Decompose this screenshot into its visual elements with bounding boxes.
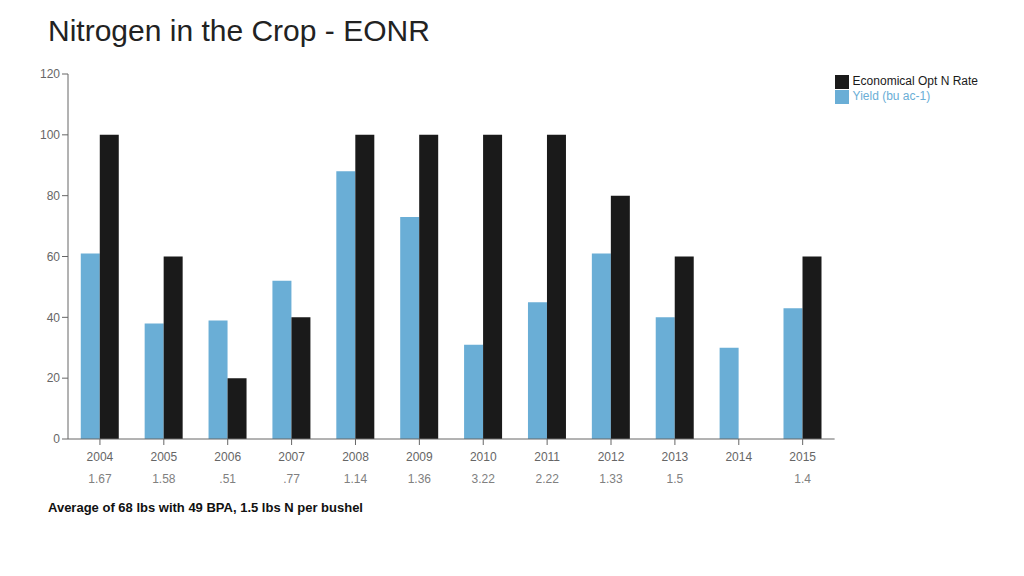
svg-text:2009: 2009	[406, 450, 433, 464]
svg-text:2015: 2015	[789, 450, 816, 464]
svg-text:60: 60	[47, 250, 61, 264]
svg-text:2.22: 2.22	[535, 472, 559, 486]
svg-text:1.5: 1.5	[667, 472, 684, 486]
svg-text:2005: 2005	[150, 450, 177, 464]
svg-text:1.33: 1.33	[599, 472, 623, 486]
html-text:Economical Opt N Rate: Economical Opt N Rate	[852, 74, 978, 88]
svg-text:.77: .77	[283, 472, 300, 486]
svg-text:2014: 2014	[725, 450, 752, 464]
svg-text:2004: 2004	[87, 450, 114, 464]
svg-text:1.4: 1.4	[794, 472, 811, 486]
html-text:Yield (bu ac-1): Yield (bu ac-1)	[852, 88, 931, 103]
html-text:Average of 68 lbs with 49 BPA,: Average of 68 lbs with 49 BPA, 1.5 lbs N…	[48, 500, 363, 515]
svg-text:2006: 2006	[214, 450, 241, 464]
svg-text:1.58: 1.58	[152, 472, 176, 486]
svg-text:2007: 2007	[278, 450, 305, 464]
svg-text:100: 100	[40, 128, 60, 142]
svg-text:2008: 2008	[342, 450, 369, 464]
svg-text:1.14: 1.14	[344, 472, 368, 486]
svg-text:2012: 2012	[598, 450, 625, 464]
svg-text:120: 120	[40, 67, 60, 81]
svg-text:.51: .51	[219, 472, 236, 486]
svg-text:3.22: 3.22	[472, 472, 496, 486]
svg-text:0: 0	[53, 432, 60, 446]
html-text:Nitrogen in the Crop - EONR: Nitrogen in the Crop - EONR	[48, 14, 430, 47]
svg-text:20: 20	[47, 371, 61, 385]
svg-text:1.36: 1.36	[408, 472, 432, 486]
svg-text:2011: 2011	[534, 450, 560, 464]
svg-text:2013: 2013	[662, 450, 689, 464]
svg-text:40: 40	[47, 311, 61, 325]
svg-text:1.67: 1.67	[88, 472, 112, 486]
svg-text:80: 80	[47, 189, 61, 203]
svg-text:2010: 2010	[470, 450, 497, 464]
